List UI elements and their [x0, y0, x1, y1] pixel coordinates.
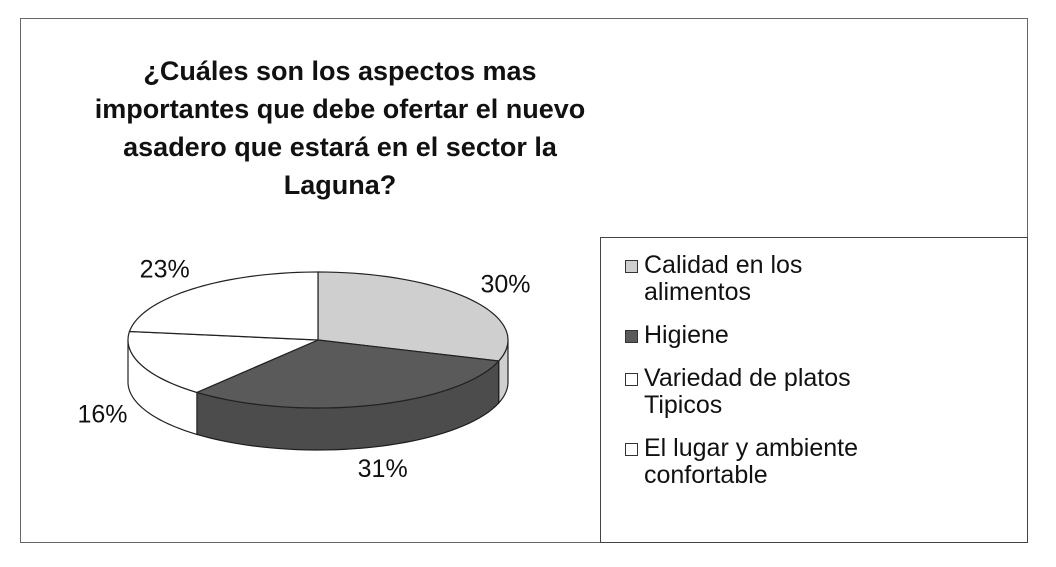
pie-slice — [128, 271, 319, 341]
tops — [127, 271, 509, 409]
data-label: 16% — [77, 400, 127, 428]
legend-swatch — [625, 330, 638, 343]
legend-item: Variedad de platos Tipicos — [625, 365, 885, 419]
legend-label: Variedad de platos Tipicos — [644, 364, 851, 419]
data-label: 23% — [140, 256, 190, 284]
pie-slice — [317, 271, 509, 362]
data-label: 31% — [358, 455, 408, 483]
legend-swatch — [625, 443, 638, 456]
legend-item: El lugar y ambiente confortable — [625, 435, 885, 489]
chart-title: ¿Cuáles son los aspectos mas importantes… — [94, 56, 586, 200]
legend: Calidad en los alimentos Higiene Variedad … — [600, 237, 1028, 543]
legend-swatch — [625, 373, 638, 386]
legend-label: Calidad en los alimentos — [644, 251, 803, 306]
legend-item: Higiene — [625, 322, 885, 349]
legend-label: El lugar y ambiente confortable — [644, 434, 859, 489]
legend-swatch — [625, 260, 638, 273]
data-label: 30% — [481, 271, 531, 299]
pie-slice — [195, 339, 500, 409]
legend-label: Higiene — [644, 321, 729, 349]
pie-slice — [127, 330, 319, 394]
legend-item: Calidad en los alimentos — [625, 252, 885, 306]
